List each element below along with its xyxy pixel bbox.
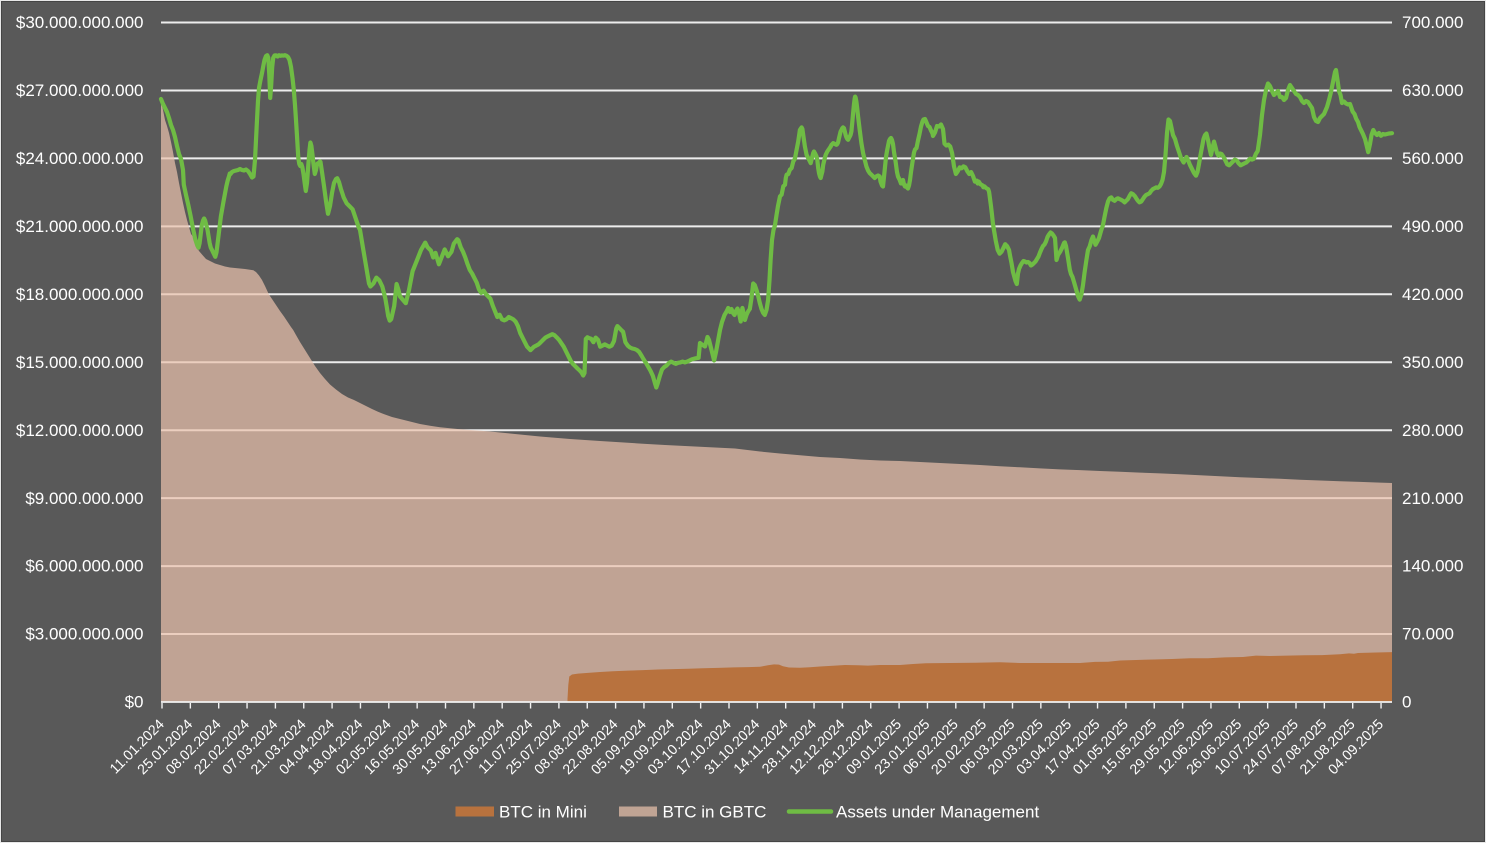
svg-text:$9.000.000.000: $9.000.000.000 xyxy=(25,489,143,508)
svg-text:$0: $0 xyxy=(125,693,144,712)
svg-text:$24.000.000.000: $24.000.000.000 xyxy=(16,149,144,168)
svg-text:$18.000.000.000: $18.000.000.000 xyxy=(16,285,144,304)
svg-text:$27.000.000.000: $27.000.000.000 xyxy=(16,81,144,100)
svg-text:490.000: 490.000 xyxy=(1402,217,1463,236)
svg-text:0: 0 xyxy=(1402,693,1411,712)
svg-text:$30.000.000.000: $30.000.000.000 xyxy=(16,13,144,32)
svg-text:630.000: 630.000 xyxy=(1402,81,1463,100)
svg-text:210.000: 210.000 xyxy=(1402,489,1463,508)
svg-text:$6.000.000.000: $6.000.000.000 xyxy=(25,557,143,576)
svg-text:420.000: 420.000 xyxy=(1402,285,1463,304)
svg-text:$21.000.000.000: $21.000.000.000 xyxy=(16,217,144,236)
svg-text:Assets under Management: Assets under Management xyxy=(836,802,1039,821)
svg-text:70.000: 70.000 xyxy=(1402,625,1454,644)
svg-text:BTC in Mini: BTC in Mini xyxy=(499,802,587,821)
svg-text:700.000: 700.000 xyxy=(1402,13,1463,32)
svg-text:350.000: 350.000 xyxy=(1402,353,1463,372)
svg-text:$12.000.000.000: $12.000.000.000 xyxy=(16,421,144,440)
svg-text:$15.000.000.000: $15.000.000.000 xyxy=(16,353,144,372)
svg-text:140.000: 140.000 xyxy=(1402,557,1463,576)
svg-text:BTC in GBTC: BTC in GBTC xyxy=(663,802,767,821)
svg-text:560.000: 560.000 xyxy=(1402,149,1463,168)
svg-text:280.000: 280.000 xyxy=(1402,421,1463,440)
svg-text:$3.000.000.000: $3.000.000.000 xyxy=(25,625,143,644)
